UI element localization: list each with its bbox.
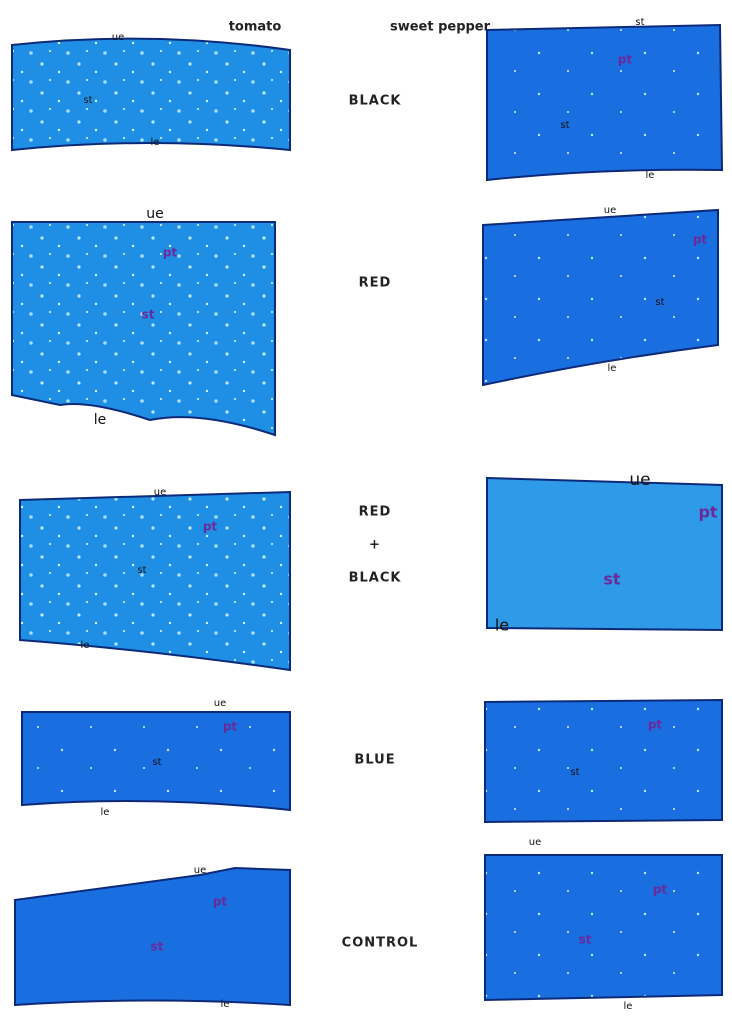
- tissue-label: st: [83, 95, 92, 106]
- treatment-label: +: [369, 538, 381, 553]
- tissue-label: pt: [163, 246, 178, 260]
- tissue-panel: [485, 700, 722, 822]
- tissue-label: pt: [653, 883, 668, 897]
- tissue-label: pt: [698, 503, 717, 522]
- tissue-label: st: [560, 120, 569, 131]
- tissue-panel: [20, 492, 290, 670]
- tissue-label: le: [94, 412, 107, 428]
- tissue-panel: [12, 39, 290, 150]
- tissue-label: le: [101, 807, 110, 818]
- tissue-panel: [15, 868, 290, 1005]
- tissue-label: ue: [604, 205, 617, 216]
- tissue-label: pt: [618, 53, 633, 67]
- tissue-label: st: [142, 308, 155, 322]
- tissue-label: le: [608, 363, 617, 374]
- tissue-label: st: [579, 933, 592, 947]
- tissue-label: st: [152, 757, 161, 768]
- tissue-label: st: [635, 17, 644, 28]
- treatment-label: BLACK: [349, 94, 402, 109]
- treatment-label: CONTROL: [342, 936, 419, 951]
- tissue-label: st: [137, 565, 146, 576]
- treatment-label: BLUE: [354, 753, 395, 768]
- treatment-label: RED: [359, 505, 392, 520]
- treatment-label: BLACK: [349, 571, 402, 586]
- tissue-label: st: [655, 297, 664, 308]
- tissue-label: st: [570, 767, 579, 778]
- tissue-label: pt: [213, 895, 228, 909]
- tissue-label: le: [495, 616, 509, 635]
- tissue-label: le: [81, 640, 90, 651]
- tissue-panel: [485, 855, 722, 1000]
- tissue-label: ue: [146, 206, 164, 222]
- tissue-label: pt: [648, 718, 663, 732]
- column-header: sweet pepper: [390, 20, 491, 35]
- tissue-label: pt: [203, 520, 218, 534]
- tissue-label: pt: [693, 233, 708, 247]
- figure: tomato sweet pepper BLACK ue st le st pt…: [0, 0, 732, 1016]
- tissue-label: pt: [223, 720, 238, 734]
- column-header: tomato: [229, 20, 282, 35]
- tissue-label: le: [624, 1001, 633, 1012]
- tissue-label: st: [151, 940, 164, 954]
- tissue-label: le: [646, 170, 655, 181]
- tissue-label: ue: [194, 865, 207, 876]
- tissue-panel: [487, 478, 722, 630]
- tissue-panel: [487, 25, 722, 180]
- tissue-panel: [483, 210, 718, 385]
- tissue-panel: [12, 222, 275, 435]
- tissue-label: le: [221, 999, 230, 1010]
- tissue-label: st: [603, 570, 621, 589]
- treatment-label: RED: [359, 276, 392, 291]
- tissue-label: ue: [629, 470, 650, 490]
- tissue-label: le: [151, 137, 160, 148]
- tissue-label: ue: [154, 487, 167, 498]
- tissue-label: ue: [214, 698, 227, 709]
- tissue-label: ue: [529, 837, 542, 848]
- tissue-label: ue: [112, 32, 125, 43]
